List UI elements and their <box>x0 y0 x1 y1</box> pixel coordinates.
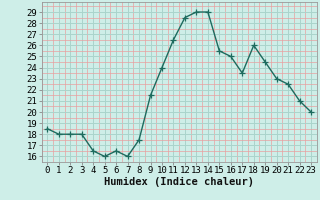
X-axis label: Humidex (Indice chaleur): Humidex (Indice chaleur) <box>104 177 254 187</box>
